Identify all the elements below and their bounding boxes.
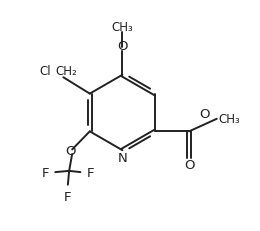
Text: N: N xyxy=(118,151,127,164)
Text: O: O xyxy=(199,107,210,120)
Text: CH₃: CH₃ xyxy=(218,113,240,126)
Text: O: O xyxy=(65,145,76,158)
Text: Cl: Cl xyxy=(40,65,51,78)
Text: F: F xyxy=(86,166,94,179)
Text: CH₃: CH₃ xyxy=(112,21,133,34)
Text: O: O xyxy=(117,40,128,53)
Text: F: F xyxy=(64,190,72,203)
Text: O: O xyxy=(184,159,194,172)
Text: F: F xyxy=(42,166,49,179)
Text: CH₂: CH₂ xyxy=(55,65,77,78)
